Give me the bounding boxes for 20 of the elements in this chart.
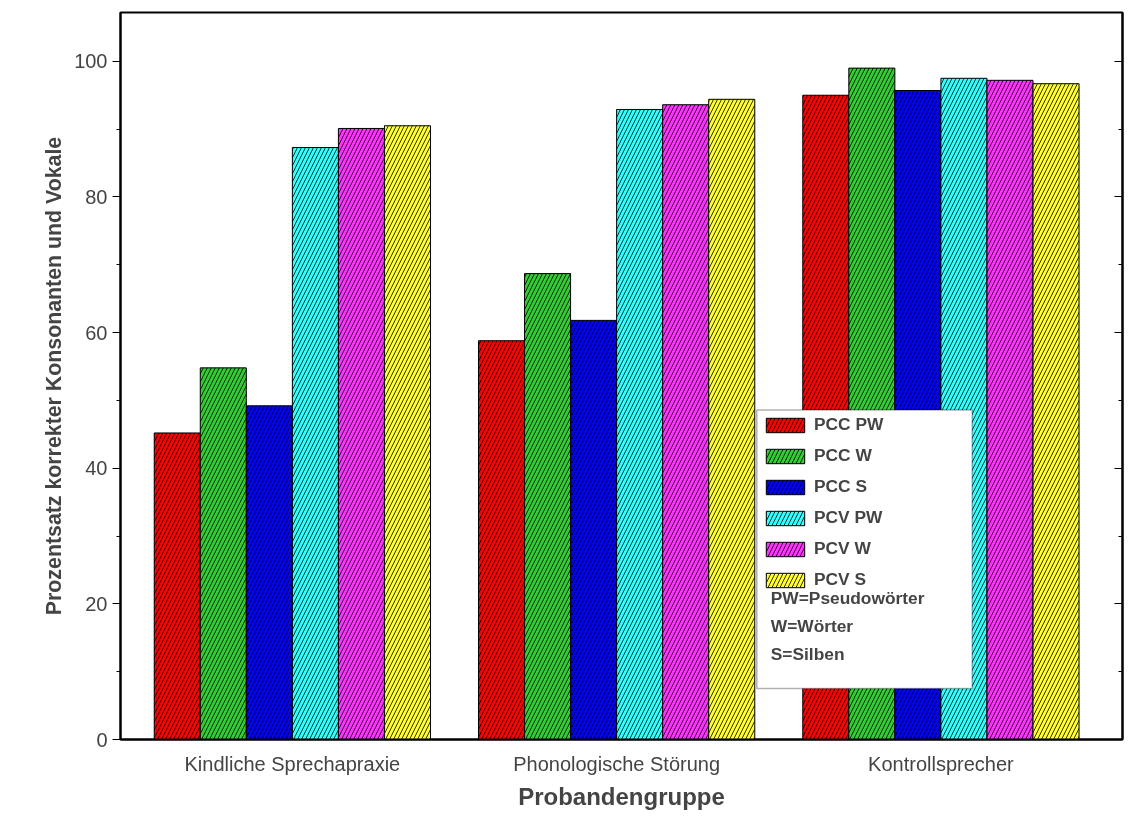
y-tick-label: 80 [85,185,108,208]
y-tick-label: 60 [85,321,108,344]
legend-label: PCC S [814,476,867,497]
x-tick-label: Kontrollsprecher [868,752,1015,775]
y-tick-label: 0 [96,728,108,751]
legend-label: PCC W [814,445,872,466]
annotation: W=Wörter [770,616,854,637]
legend-label: PCV W [814,538,871,559]
y-tick-label: 100 [74,50,108,73]
annotation: PW=Pseudowörter [770,588,925,609]
y-tick-label: 40 [85,457,108,480]
legend-label: PCV PW [814,507,883,528]
legend-label: PCV S [814,569,867,590]
y-axis-title: Prozentsatz korrekter Konsonanten und Vokale [42,136,67,616]
legend-label: PCC PW [814,414,884,435]
x-axis-title: Probandengruppe [518,782,725,810]
annotation: S=Silben [770,644,845,665]
x-tick-label: Kindliche Sprechapraxie [184,752,401,775]
x-tick-label: Phonologische Störung [513,752,721,775]
y-tick-label: 20 [85,592,108,615]
